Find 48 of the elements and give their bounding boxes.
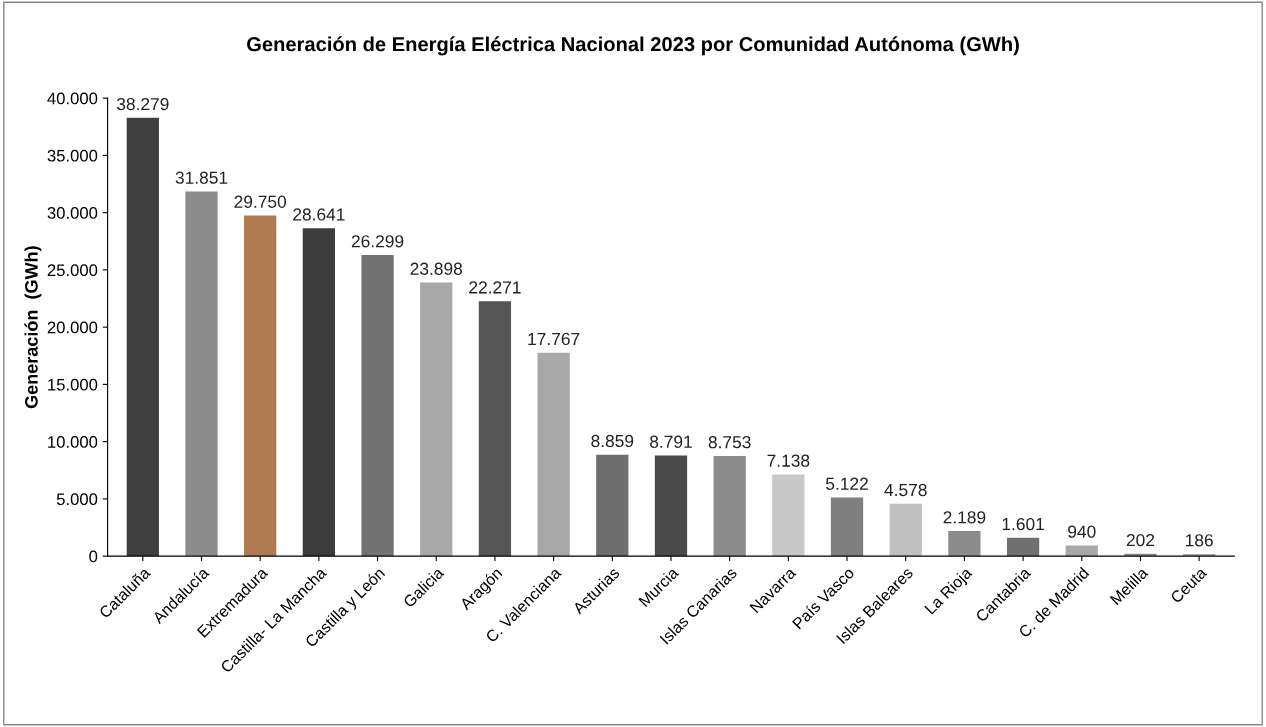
bar xyxy=(185,191,218,557)
bar xyxy=(654,455,688,557)
bar xyxy=(596,454,629,557)
data-label: 2.189 xyxy=(943,511,986,524)
y-tick-label: 15.000 xyxy=(48,378,98,391)
y-tick-label: 35.000 xyxy=(47,149,98,162)
bar xyxy=(889,503,922,557)
data-label: 38.279 xyxy=(116,97,169,111)
y-tick-label: 30.000 xyxy=(47,207,98,219)
data-label: 940 xyxy=(1068,525,1096,538)
data-label: 186 xyxy=(1185,534,1213,547)
bar xyxy=(830,497,864,557)
data-label: 5.122 xyxy=(826,477,868,490)
bar xyxy=(302,228,336,557)
data-label: 8.791 xyxy=(650,435,692,448)
data-label: 4.578 xyxy=(884,483,927,497)
data-label: 1.601 xyxy=(1002,517,1044,531)
bar xyxy=(244,215,277,557)
chart-title: Generación de Energía Eléctrica Nacional 2023 por Comunidad Autónoma (GWh) xyxy=(247,36,1019,56)
bar xyxy=(1006,537,1040,557)
bar xyxy=(1183,554,1216,557)
data-label: 7.138 xyxy=(767,454,810,467)
data-label: 17.767 xyxy=(528,332,580,346)
data-label: 29.750 xyxy=(234,195,287,208)
y-tick-label: 10.000 xyxy=(48,436,98,448)
y-tick-label: 25.000 xyxy=(47,264,98,277)
y-tick-label: 40.000 xyxy=(47,92,98,105)
bar xyxy=(537,352,570,557)
bar xyxy=(713,455,746,557)
y-axis-title: Generación (GWh) xyxy=(24,246,42,409)
data-label: 26.299 xyxy=(351,235,404,248)
data-label: 8.753 xyxy=(708,436,751,449)
bar xyxy=(420,282,453,557)
y-tick-label: 20.000 xyxy=(47,321,98,334)
data-label: 23.898 xyxy=(410,262,463,275)
data-label: 8.859 xyxy=(591,434,634,448)
data-label: 22.271 xyxy=(469,281,521,294)
bar xyxy=(948,531,981,557)
y-tick-label: 0 xyxy=(89,550,98,563)
y-tick-label: 5.000 xyxy=(56,493,98,506)
bar xyxy=(772,474,805,557)
data-label: 28.641 xyxy=(293,208,345,221)
bar xyxy=(1065,545,1098,557)
bar xyxy=(478,301,512,557)
data-label: 31.851 xyxy=(175,171,228,184)
bar xyxy=(126,117,159,557)
data-label: 202 xyxy=(1126,533,1155,547)
bar xyxy=(361,255,394,557)
